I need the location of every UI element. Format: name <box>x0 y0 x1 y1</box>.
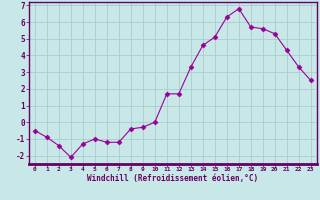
X-axis label: Windchill (Refroidissement éolien,°C): Windchill (Refroidissement éolien,°C) <box>87 174 258 183</box>
